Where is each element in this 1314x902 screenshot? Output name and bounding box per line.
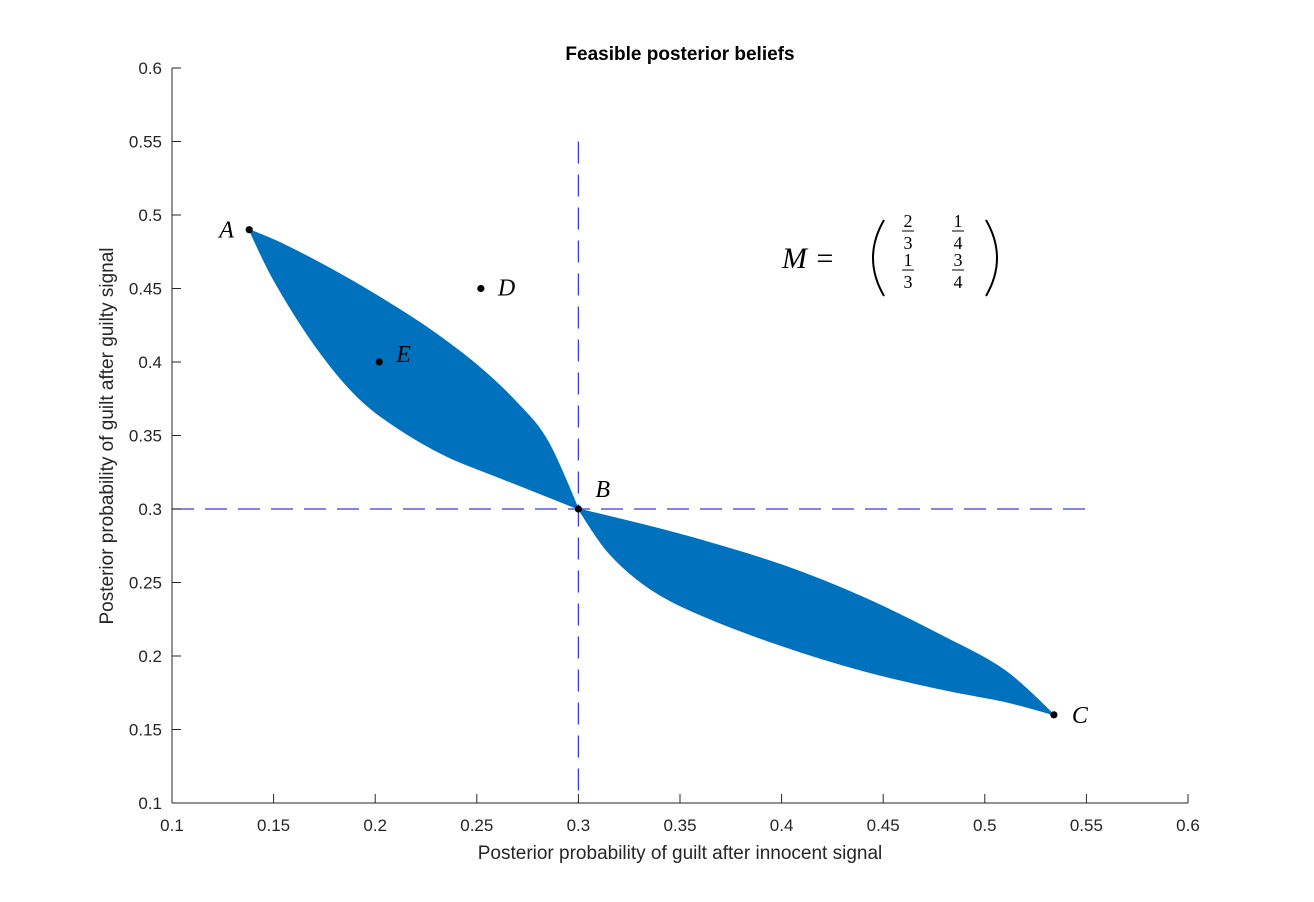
x-tick-label: 0.3: [567, 816, 591, 835]
y-tick-label: 0.25: [129, 574, 162, 593]
matrix-denominator: 4: [954, 272, 963, 292]
chart-title: Feasible posterior beliefs: [565, 44, 794, 65]
matrix-right-paren: [985, 219, 998, 297]
y-tick-label: 0.4: [138, 353, 162, 372]
matrix-numerator: 1: [904, 250, 913, 270]
point-label-d: D: [497, 276, 515, 302]
y-tick-label: 0.15: [129, 721, 162, 740]
point-c: [1050, 711, 1058, 719]
matrix-numerator: 1: [954, 211, 963, 231]
point-label-e: E: [395, 342, 411, 368]
x-tick-label: 0.5: [973, 816, 997, 835]
matrix-numerator: 3: [954, 250, 963, 270]
plot-area: [172, 68, 1188, 803]
x-tick-label: 0.25: [460, 816, 493, 835]
point-label-c: C: [1072, 703, 1089, 729]
x-tick-label: 0.6: [1176, 816, 1200, 835]
y-tick-label: 0.2: [138, 647, 162, 666]
matrix-lhs: M =: [781, 242, 835, 275]
point-label-a: A: [217, 218, 234, 244]
matrix-left-paren: [872, 219, 885, 297]
point-e: [375, 358, 383, 366]
x-tick-label: 0.45: [867, 816, 900, 835]
matrix-denominator: 3: [904, 272, 913, 292]
matrix-numerator: 2: [904, 211, 913, 231]
region-lower-lobe: [577, 508, 1055, 716]
x-tick-label: 0.2: [363, 816, 387, 835]
point-label-b: B: [595, 477, 610, 503]
x-tick-label: 0.55: [1070, 816, 1103, 835]
matrix-denominator: 3: [904, 233, 913, 253]
x-axis-label: Posterior probability of guilt after inn…: [478, 843, 883, 864]
x-tick-label: 0.15: [257, 816, 290, 835]
y-tick-label: 0.6: [138, 59, 162, 78]
y-tick-label: 0.3: [138, 500, 162, 519]
matrix-denominator: 4: [954, 233, 963, 253]
data-points: A B C D E: [217, 218, 1089, 729]
y-tick-label: 0.35: [129, 427, 162, 446]
y-axis-label: Posterior probability of guilt after gui…: [97, 247, 118, 624]
y-tick-label: 0.45: [129, 280, 162, 299]
y-tick-label: 0.55: [129, 133, 162, 152]
x-tick-label: 0.35: [663, 816, 696, 835]
reference-lines: [172, 141, 1087, 803]
y-tick-label: 0.1: [138, 794, 162, 813]
point-a: [245, 226, 253, 234]
x-tick-label: 0.4: [770, 816, 794, 835]
point-b: [574, 505, 583, 513]
axes: 0.1 0.15 0.2 0.25 0.3 0.35 0.4 0.45 0.5 0.55 0.6 0.…: [129, 59, 1200, 835]
y-tick-label: 0.5: [138, 206, 162, 225]
point-d: [477, 284, 485, 293]
x-tick-label: 0.1: [160, 816, 184, 835]
